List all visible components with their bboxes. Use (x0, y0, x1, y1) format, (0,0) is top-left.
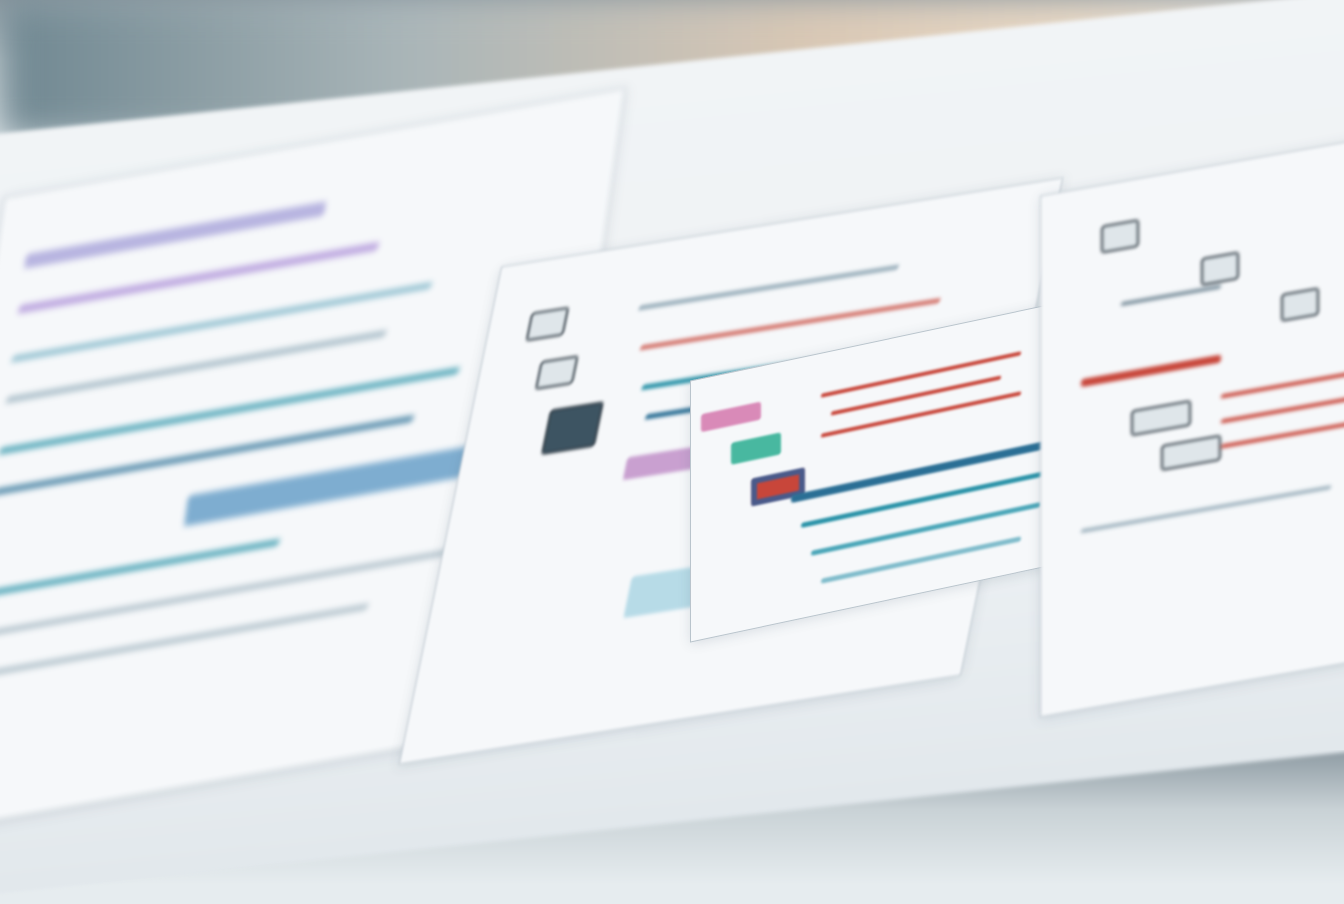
document-icon (534, 355, 579, 391)
green-badge (731, 432, 781, 465)
text-line (821, 351, 1021, 398)
text-line (1081, 485, 1331, 534)
text-line (11, 282, 433, 362)
text-line (1221, 362, 1344, 399)
gallery-icon (1101, 218, 1139, 254)
gallery-icon (1281, 287, 1319, 322)
gallery-icon (1201, 251, 1239, 287)
table-icon (540, 401, 605, 456)
pink-tag (701, 401, 761, 433)
text-line (0, 603, 369, 680)
document-right (1040, 124, 1344, 718)
grid-icon (1161, 434, 1221, 472)
text-line (831, 375, 1001, 416)
text-line (1081, 354, 1221, 388)
text-line (821, 391, 1021, 438)
text-line (0, 367, 460, 455)
chart-icon (525, 306, 570, 342)
text-line (801, 467, 1061, 529)
text-line (638, 264, 900, 311)
text-line (811, 501, 1041, 556)
grid-icon (1131, 399, 1191, 437)
text-line (791, 437, 1061, 504)
text-line (0, 548, 455, 639)
text-line (1121, 284, 1221, 307)
